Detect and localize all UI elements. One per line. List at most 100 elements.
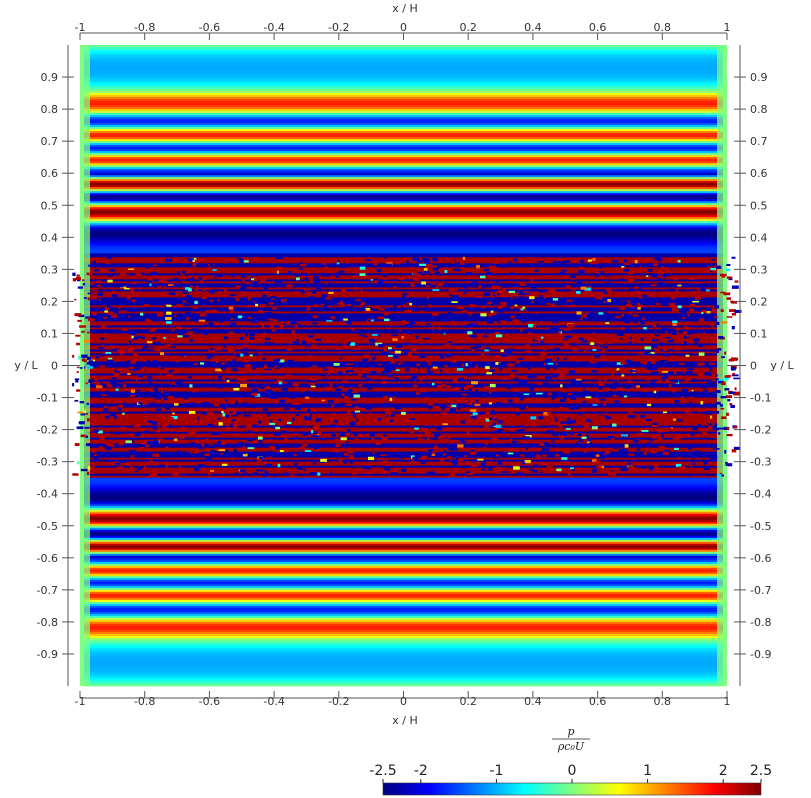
field-speckle xyxy=(589,442,592,446)
field-speckle xyxy=(631,299,637,303)
field-speckle xyxy=(220,320,223,323)
field-speckle xyxy=(254,256,259,261)
field-speckle xyxy=(190,450,193,454)
field-speckle xyxy=(290,320,297,325)
field-speckle xyxy=(650,284,657,287)
field-speckle xyxy=(561,390,567,393)
field-speckle xyxy=(621,267,625,270)
field-speckle xyxy=(532,469,538,473)
field-speckle xyxy=(371,438,375,440)
field-speckle xyxy=(523,297,530,300)
field-speckle xyxy=(734,387,737,391)
field-speckle xyxy=(559,325,564,328)
field-speckle xyxy=(82,282,86,286)
field-speckle xyxy=(209,470,215,472)
field-speckle xyxy=(452,295,459,299)
field-speckle xyxy=(580,259,585,264)
field-speckle xyxy=(404,333,410,338)
field-speckle xyxy=(494,430,501,433)
field-speckle xyxy=(245,442,251,446)
field-speckle xyxy=(261,324,264,328)
y-right-tick-label: -0.9 xyxy=(750,648,771,661)
field-speckle xyxy=(196,259,204,262)
field-speckle xyxy=(102,316,108,319)
field-speckle xyxy=(620,278,624,282)
field-speckle xyxy=(495,424,502,428)
field-band xyxy=(84,343,723,346)
field-speckle xyxy=(624,448,628,452)
field-speckle xyxy=(616,392,623,396)
field-speckle xyxy=(599,389,604,393)
field-speckle xyxy=(622,436,625,440)
field-speckle xyxy=(358,405,365,408)
field-speckle xyxy=(363,310,367,314)
field-band xyxy=(84,591,723,595)
field-speckle xyxy=(259,386,265,390)
field-band xyxy=(84,653,723,657)
field-band xyxy=(84,55,723,58)
field-speckle xyxy=(264,341,267,345)
field-speckle xyxy=(312,365,318,368)
field-speckle xyxy=(281,387,288,392)
field-speckle xyxy=(697,332,700,335)
field-speckle xyxy=(354,410,361,413)
field-speckle xyxy=(702,431,707,436)
field-speckle xyxy=(445,282,449,286)
field-speckle xyxy=(182,329,188,332)
field-speckle xyxy=(672,323,677,326)
field-speckle xyxy=(284,437,288,441)
field-speckle xyxy=(681,317,687,319)
field-speckle xyxy=(674,431,681,434)
colorbar: p ρc₀U -2.5 -2 -1 0 1 2 2.5 xyxy=(369,725,772,796)
field-speckle xyxy=(302,302,306,305)
field-speckle xyxy=(449,408,456,412)
field-speckle xyxy=(181,414,188,418)
field-speckle xyxy=(535,392,543,395)
field-speckle xyxy=(136,335,141,339)
field-speckle xyxy=(451,301,458,303)
field-speckle xyxy=(633,286,639,290)
field-speckle xyxy=(569,370,576,374)
field-speckle xyxy=(440,438,448,442)
x-bottom-tick-label: -0.6 xyxy=(199,695,220,708)
field-speckle xyxy=(486,319,492,324)
field-speckle xyxy=(152,453,160,457)
field-speckle xyxy=(435,270,440,274)
field-speckle xyxy=(497,461,503,465)
field-band xyxy=(84,533,723,537)
field-band xyxy=(84,501,723,505)
field-speckle xyxy=(474,417,481,420)
field-band xyxy=(84,173,723,176)
field-speckle xyxy=(173,438,178,442)
field-speckle xyxy=(701,386,707,389)
field-speckle xyxy=(563,383,568,387)
field-speckle xyxy=(255,303,259,307)
y-left-tick-label: 0.1 xyxy=(41,327,59,340)
field-speckle xyxy=(322,378,328,381)
field-speckle xyxy=(185,312,191,316)
field-speckle xyxy=(686,368,694,371)
field-band xyxy=(84,331,723,334)
field-speckle xyxy=(328,372,331,376)
field-speckle xyxy=(483,268,489,272)
field-speckle xyxy=(198,440,202,444)
field-speckle xyxy=(86,402,89,405)
field-speckle xyxy=(222,378,226,381)
field-speckle xyxy=(289,395,295,399)
field-speckle xyxy=(193,307,198,310)
field-speckle xyxy=(385,414,389,417)
field-speckle xyxy=(691,368,696,372)
field-speckle xyxy=(703,461,708,465)
field-speckle xyxy=(530,279,533,283)
field-speckle xyxy=(290,474,294,477)
field-speckle xyxy=(411,375,417,379)
field-band xyxy=(84,609,723,613)
field-speckle xyxy=(616,263,619,266)
field-speckle xyxy=(112,377,117,380)
field-speckle xyxy=(205,287,212,290)
field-speckle xyxy=(195,439,202,442)
field-speckle xyxy=(248,317,253,319)
field-speckle xyxy=(254,393,261,397)
field-speckle xyxy=(301,400,305,403)
field-speckle xyxy=(604,274,610,277)
